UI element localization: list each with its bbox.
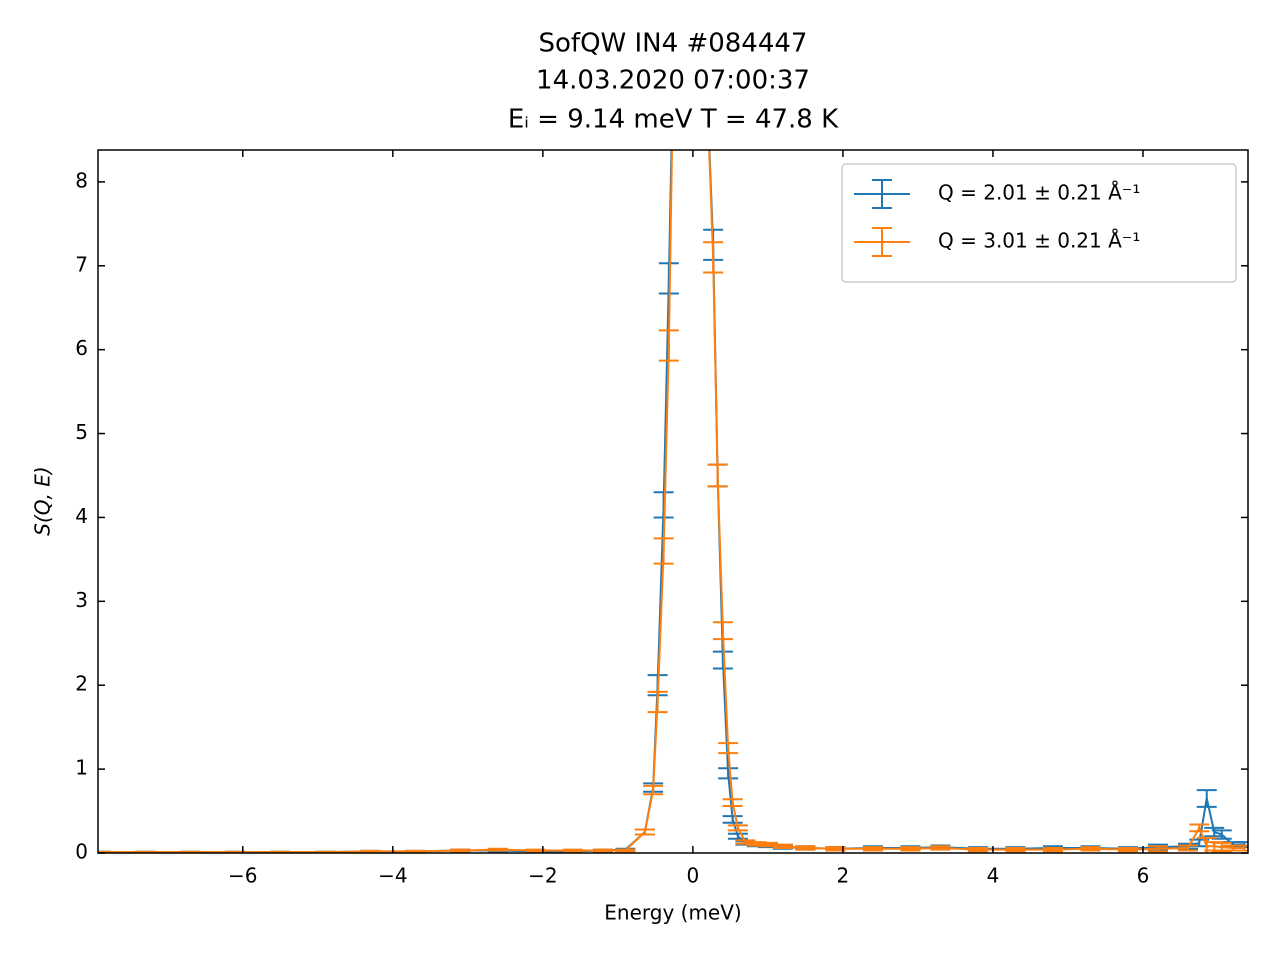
x-axis-label: Energy (meV): [604, 901, 741, 925]
error-bar: [735, 839, 756, 845]
chart-subtitle: Eᵢ = 9.14 meV T = 47.8 K: [508, 105, 839, 135]
error-bar: [722, 798, 743, 808]
error-bar: [525, 848, 546, 853]
error-bar: [1234, 844, 1248, 852]
error-bar: [930, 845, 951, 851]
error-bar: [405, 849, 426, 853]
y-tick-label: 3: [75, 588, 88, 612]
y-tick-label: 5: [75, 420, 88, 444]
error-bar: [643, 784, 664, 796]
error-bar: [658, 329, 679, 362]
error-bar: [795, 845, 816, 851]
error-bar: [727, 824, 748, 832]
error-bar: [1196, 789, 1217, 808]
error-bar: [772, 843, 793, 849]
x-tick-label: −2: [528, 864, 557, 888]
error-bar: [825, 846, 846, 852]
error-bar: [757, 841, 778, 848]
legend-box: [841, 163, 1237, 283]
x-tick-label: −6: [228, 864, 257, 888]
y-tick-label: 4: [75, 504, 88, 528]
error-bar: [562, 848, 583, 853]
x-tick-label: 6: [1137, 864, 1150, 888]
legend-swatch: [854, 179, 910, 209]
error-bar: [1117, 846, 1138, 853]
error-bar: [712, 621, 733, 641]
x-tick-label: 2: [837, 864, 850, 888]
error-bar: [634, 828, 655, 836]
y-tick-label: 7: [75, 252, 88, 276]
error-bar: [1189, 823, 1210, 833]
chart-subtitle: 14.03.2020 07:00:37: [536, 66, 810, 96]
y-tick-label: 2: [75, 672, 88, 696]
error-bar: [653, 537, 674, 565]
error-bar: [718, 742, 739, 755]
legend-swatch: [854, 227, 910, 257]
error-bar: [487, 847, 508, 852]
chart-title: SofQW IN4 #084447: [539, 29, 808, 59]
error-bar: [615, 848, 636, 853]
x-tick-label: 4: [987, 864, 1000, 888]
y-tick-label: 8: [75, 168, 88, 192]
axes-frame: [97, 149, 1249, 854]
error-bar: [862, 846, 883, 852]
error-bar: [1080, 846, 1101, 852]
legend-label: Q = 3.01 ± 0.21 Å⁻¹: [938, 229, 1140, 253]
error-bar: [1196, 836, 1217, 853]
error-bar: [707, 463, 728, 488]
error-bar: [722, 815, 743, 824]
y-tick-label: 6: [75, 336, 88, 360]
error-bar: [900, 846, 921, 852]
error-bar: [450, 848, 471, 853]
error-bar: [1147, 845, 1168, 853]
error-bar: [360, 849, 381, 853]
x-tick-label: −4: [378, 864, 407, 888]
error-bar: [718, 767, 739, 780]
y-tick-label: 0: [75, 840, 88, 864]
legend-label: Q = 2.01 ± 0.21 Å⁻¹: [938, 181, 1140, 205]
error-bar: [1005, 846, 1026, 853]
error-bar: [592, 848, 613, 853]
series-line: [100, 150, 1245, 853]
error-bar: [967, 846, 988, 853]
error-bar: [647, 690, 668, 714]
x-tick-label: 0: [687, 864, 700, 888]
y-tick-label: 1: [75, 756, 88, 780]
error-bar: [1042, 846, 1063, 853]
y-axis-label: S(Q, E): [31, 466, 55, 535]
error-bar: [1177, 844, 1198, 852]
error-bar: [703, 241, 724, 274]
